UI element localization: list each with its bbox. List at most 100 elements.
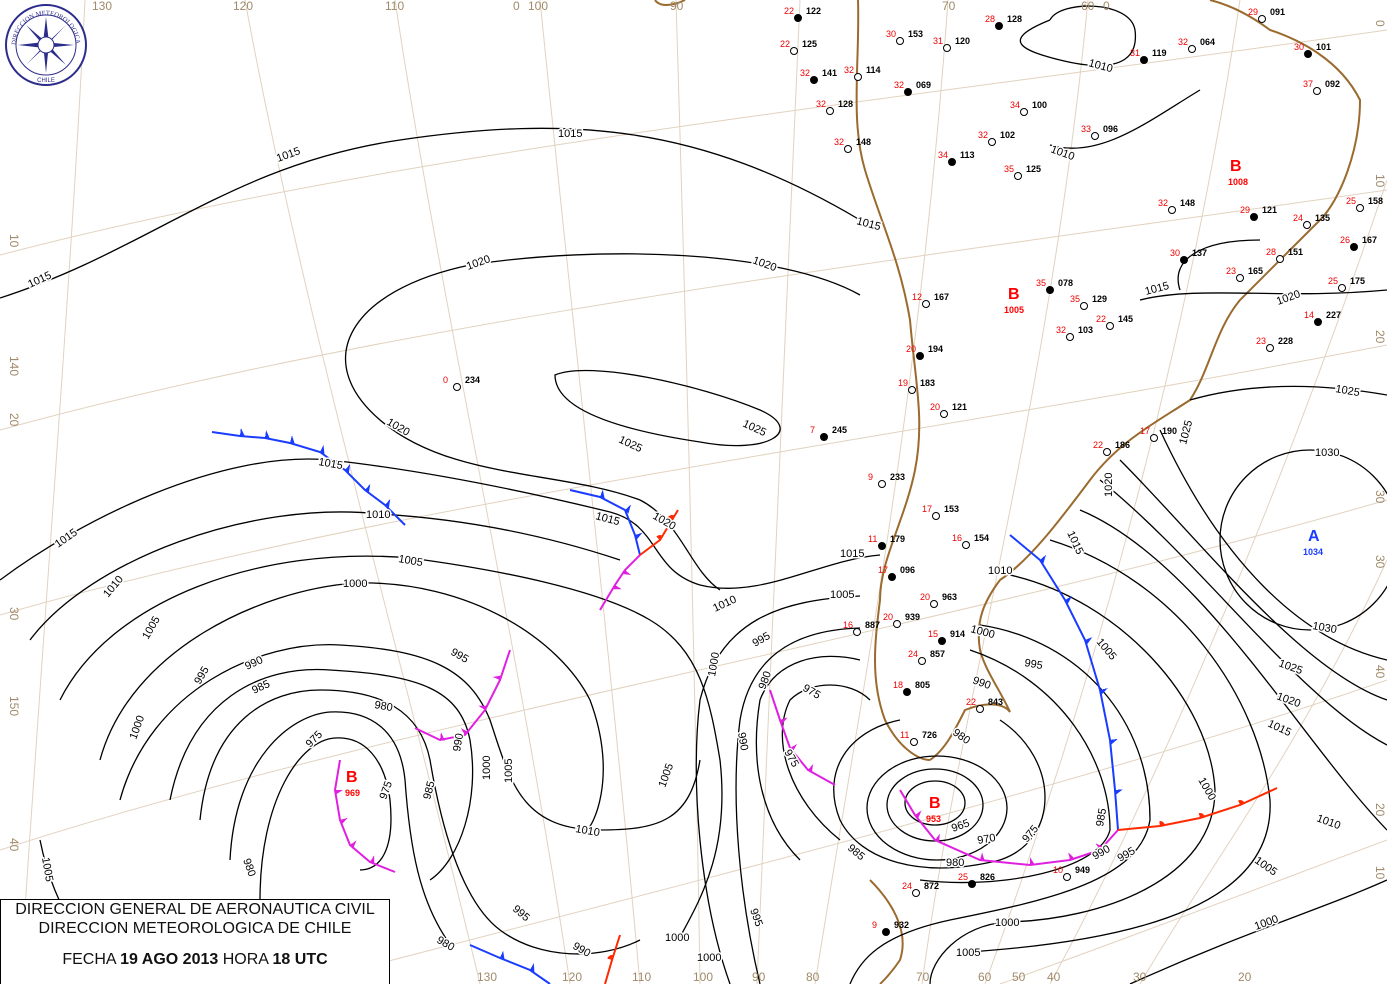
lon-label: 120 bbox=[233, 0, 253, 13]
isobar-label: 1015 bbox=[558, 128, 582, 140]
station-plot: 151 28 bbox=[1266, 247, 1303, 263]
cloud-cover-icon bbox=[1106, 322, 1114, 330]
station-temperature: 22 bbox=[1093, 440, 1103, 450]
lon-label: 70 bbox=[916, 970, 930, 984]
cloud-cover-icon bbox=[910, 738, 918, 746]
station-pressure: 129 bbox=[1092, 294, 1107, 304]
station-plot: 153 17 bbox=[922, 504, 959, 520]
station-temperature: 25 bbox=[1328, 276, 1338, 286]
isobar-label: 995 bbox=[510, 903, 532, 924]
station-temperature: 32 bbox=[894, 80, 904, 90]
station-temperature: 31 bbox=[933, 36, 943, 46]
lat-label: 40 bbox=[1373, 665, 1387, 679]
isobar-label: 1015 bbox=[855, 215, 882, 233]
cold-front bbox=[469, 944, 551, 984]
isobar-label: 1000 bbox=[128, 714, 148, 741]
station-temperature: 19 bbox=[898, 378, 908, 388]
station-temperature: 32 bbox=[1158, 198, 1168, 208]
high-symbol: A bbox=[1308, 528, 1320, 545]
station-plot: 113 34 bbox=[938, 150, 975, 166]
station-pressure: 103 bbox=[1078, 325, 1093, 335]
station-plot: 914 15 bbox=[928, 629, 965, 645]
occluded-front bbox=[769, 689, 836, 786]
cloud-cover-icon bbox=[1080, 302, 1088, 310]
station-pressure: 914 bbox=[950, 629, 965, 639]
cloud-cover-icon bbox=[932, 512, 940, 520]
warm-front bbox=[604, 934, 621, 984]
station-temperature: 22 bbox=[1096, 314, 1106, 324]
lat-label: 20 bbox=[1373, 803, 1387, 817]
station-plot: 186 22 bbox=[1093, 440, 1130, 456]
station-pressure: 805 bbox=[915, 680, 930, 690]
cloud-cover-icon bbox=[1091, 132, 1099, 140]
station-temperature: 9 bbox=[872, 920, 877, 930]
cloud-cover-icon bbox=[903, 688, 911, 696]
isobar-label: 985 bbox=[1094, 807, 1109, 827]
station-plot: 887 16 bbox=[843, 620, 880, 636]
warm-front bbox=[639, 509, 679, 556]
low-pressure-value: 969 bbox=[345, 788, 360, 798]
occluded-front bbox=[899, 789, 1119, 867]
isobar-label: 995 bbox=[751, 630, 773, 650]
low-center: B 969 bbox=[345, 769, 360, 798]
cloud-cover-icon bbox=[794, 14, 802, 22]
cloud-cover-icon bbox=[943, 44, 951, 52]
station-pressure: 069 bbox=[916, 80, 931, 90]
isobar-label: 1005 bbox=[1252, 855, 1279, 879]
cloud-cover-icon bbox=[976, 705, 984, 713]
isobar-label: 1020 bbox=[751, 255, 778, 275]
title-line-2: DIRECCION METEOROLOGICA DE CHILE bbox=[38, 920, 352, 937]
station-plot: 857 24 bbox=[908, 649, 945, 665]
cloud-cover-icon bbox=[878, 542, 886, 550]
isobar-label: 1025 bbox=[1277, 658, 1304, 678]
isobar-label: 1020 bbox=[651, 510, 678, 533]
isobar-label: 980 bbox=[946, 857, 964, 869]
isobar-label: 1020 bbox=[1275, 288, 1302, 308]
cloud-cover-icon bbox=[810, 76, 818, 84]
low-center: B 1008 bbox=[1228, 158, 1248, 187]
station-pressure: 843 bbox=[988, 697, 1003, 707]
cloud-cover-icon bbox=[1180, 256, 1188, 264]
isobar-label: 1030 bbox=[1315, 447, 1339, 459]
cold-front bbox=[211, 432, 406, 526]
station-pressure: 092 bbox=[1325, 79, 1340, 89]
isobar-label: 995 bbox=[747, 907, 765, 928]
station-temperature: 17 bbox=[878, 565, 888, 575]
station-pressure: 949 bbox=[1075, 865, 1090, 875]
low-pressure-value: 1008 bbox=[1228, 177, 1248, 187]
isobar-label: 1010 bbox=[988, 565, 1012, 577]
isobar-label: 1005 bbox=[503, 759, 515, 783]
isobar-label: 995 bbox=[449, 646, 471, 666]
lat-label: 10 bbox=[7, 234, 21, 248]
station-plot: 228 23 bbox=[1256, 336, 1293, 352]
station-plot: 245 7 bbox=[810, 425, 847, 441]
cloud-cover-icon bbox=[1046, 286, 1054, 294]
isobar-label: 1030 bbox=[1311, 620, 1337, 636]
cold-front bbox=[1009, 534, 1118, 831]
station-plot: 233 9 bbox=[868, 472, 905, 488]
station-temperature: 22 bbox=[966, 697, 976, 707]
station-plot: 227 14 bbox=[1304, 310, 1341, 326]
isobar-label: 990 bbox=[571, 940, 593, 960]
isobar-label: 980 bbox=[950, 727, 972, 747]
lon-label: 110 bbox=[385, 0, 404, 13]
station-plot: 092 37 bbox=[1303, 79, 1340, 95]
station-pressure: 175 bbox=[1350, 276, 1365, 286]
isobar-label: 1000 bbox=[665, 932, 689, 944]
isobar-label: 970 bbox=[976, 832, 996, 847]
station-plot: 125 35 bbox=[1004, 164, 1041, 180]
occluded-front bbox=[414, 649, 511, 742]
station-pressure: 233 bbox=[890, 472, 905, 482]
station-pressure: 091 bbox=[1270, 7, 1285, 17]
isobar-label: 980 bbox=[435, 934, 457, 954]
station-plot: 158 25 bbox=[1346, 196, 1383, 212]
isobar-label: 1005 bbox=[39, 856, 55, 882]
lon-label: 100 bbox=[693, 970, 713, 984]
hour-label: HORA bbox=[222, 951, 269, 968]
station-plot: 121 29 bbox=[1240, 205, 1277, 221]
station-temperature: 26 bbox=[1340, 235, 1350, 245]
isobar-label: 1015 bbox=[1266, 718, 1293, 739]
cloud-cover-icon bbox=[1304, 50, 1312, 58]
